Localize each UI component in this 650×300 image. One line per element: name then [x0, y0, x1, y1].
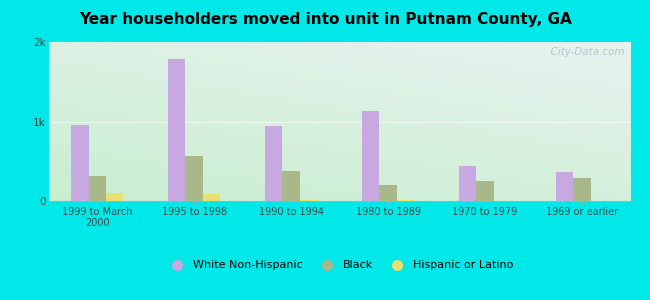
Bar	[71, 125, 88, 201]
Bar	[88, 176, 106, 201]
Bar	[282, 171, 300, 201]
Bar	[106, 194, 124, 201]
Bar	[459, 166, 476, 201]
Bar	[300, 200, 317, 201]
Bar	[265, 126, 282, 201]
Bar	[556, 172, 573, 201]
Bar	[185, 156, 203, 201]
Legend: White Non-Hispanic, Black, Hispanic or Latino: White Non-Hispanic, Black, Hispanic or L…	[162, 256, 517, 275]
Text: Year householders moved into unit in Putnam County, GA: Year householders moved into unit in Put…	[79, 12, 571, 27]
Text: City-Data.com: City-Data.com	[544, 47, 625, 57]
Bar	[476, 181, 494, 201]
Bar	[397, 200, 414, 201]
Bar	[168, 59, 185, 201]
Bar	[203, 194, 220, 201]
Bar	[362, 111, 380, 201]
Bar	[573, 178, 591, 201]
Bar	[380, 185, 397, 201]
